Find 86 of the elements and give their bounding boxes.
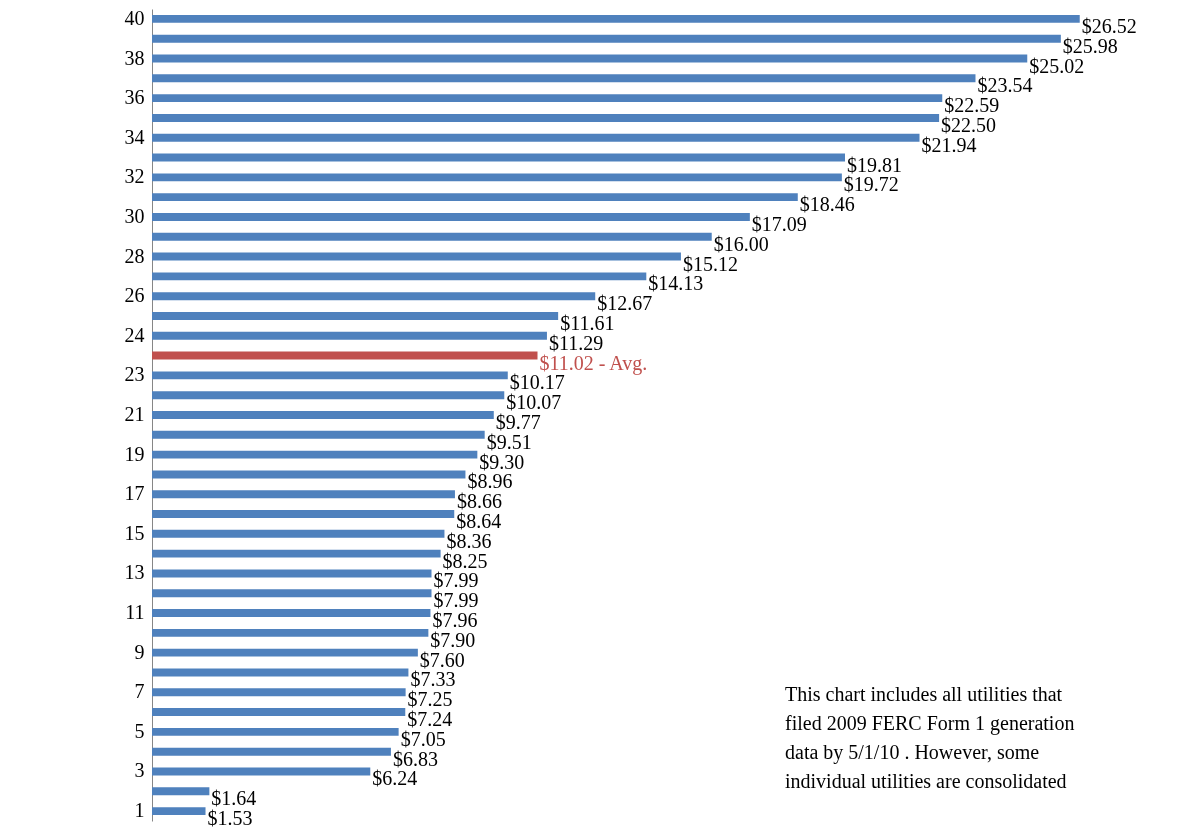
bar	[152, 747, 391, 756]
bar	[152, 212, 750, 221]
y-tick-label: 21	[124, 403, 145, 425]
bar	[152, 14, 1080, 23]
bar	[152, 94, 943, 103]
data-label: $7.99	[433, 569, 479, 592]
data-label: $10.07	[506, 391, 562, 414]
data-label: $25.98	[1062, 34, 1118, 57]
data-label: $6.24	[372, 767, 418, 790]
data-label: $23.54	[977, 74, 1033, 97]
y-tick-label: 28	[124, 244, 145, 267]
bar	[152, 688, 406, 697]
bar	[152, 628, 429, 637]
y-tick-label: 13	[124, 561, 145, 584]
data-label: $6.83	[392, 747, 438, 770]
y-tick-label: 11	[125, 601, 145, 624]
bar	[152, 173, 842, 182]
data-label: $7.60	[419, 648, 465, 671]
bar	[152, 292, 596, 301]
bar	[152, 807, 206, 816]
data-label: $19.81	[847, 153, 902, 176]
bar	[152, 648, 418, 657]
y-tick-label: 9	[134, 640, 145, 663]
data-label: $15.12	[682, 252, 738, 275]
y-tick-label: 36	[124, 86, 145, 109]
y-tick-label: 26	[124, 284, 145, 307]
bar	[152, 252, 681, 261]
bar	[152, 529, 445, 538]
y-tick-label: 30	[124, 204, 145, 227]
data-label: $26.52	[1081, 14, 1137, 37]
data-label: $19.72	[843, 173, 899, 196]
data-label: $7.25	[407, 688, 453, 711]
data-label: $7.33	[410, 668, 456, 691]
data-label: $11.29	[548, 331, 604, 354]
bar	[152, 113, 940, 122]
bar	[152, 312, 559, 320]
bar	[152, 490, 455, 499]
y-tick-label: 19	[124, 442, 145, 465]
data-label: $14.13	[648, 272, 704, 295]
data-label: $16.00	[713, 232, 769, 255]
y-tick-label: 23	[124, 363, 145, 386]
bar	[152, 549, 441, 558]
data-label: $7.99	[433, 589, 479, 612]
data-label: $25.02	[1029, 54, 1085, 77]
bar	[152, 34, 1061, 43]
y-tick-label: 32	[124, 165, 145, 188]
bar	[152, 331, 547, 340]
y-tick-label: 15	[124, 521, 145, 544]
bar	[152, 232, 712, 241]
data-label: $8.96	[467, 470, 513, 493]
bar	[152, 74, 976, 83]
bar	[152, 411, 494, 419]
bar	[152, 133, 920, 142]
data-label: $1.64	[211, 787, 257, 810]
y-tick-label: 5	[134, 719, 145, 742]
bar	[152, 272, 647, 281]
bar	[152, 787, 210, 796]
y-tick-label: 40	[124, 6, 145, 29]
data-label: $8.25	[442, 549, 488, 572]
bar	[152, 430, 485, 439]
data-label: $9.51	[486, 430, 532, 453]
data-label: $21.94	[921, 133, 977, 156]
y-tick-label: 17	[124, 482, 145, 505]
data-label: $8.66	[456, 490, 502, 513]
bar	[152, 589, 432, 598]
y-tick-label: 24	[124, 323, 145, 346]
bar	[152, 391, 505, 400]
annotation: This chart includes all utilities that filed 2009 FERC Form 1 generation data by 5/1/10 . However, some individual utilities are consolidated	[785, 683, 1075, 792]
y-tick-label: 38	[124, 46, 145, 69]
bar	[152, 193, 798, 202]
bar	[152, 510, 455, 518]
data-label: $9.30	[479, 450, 525, 473]
bar	[152, 351, 538, 360]
y-tick-label: 7	[134, 680, 145, 703]
y-tick-label: 34	[124, 125, 145, 148]
bar	[152, 569, 432, 578]
bar	[152, 609, 431, 618]
y-tick-label: 1	[134, 799, 145, 822]
bar	[152, 450, 478, 459]
data-label: $9.77	[495, 411, 541, 433]
y-tick-label: 3	[134, 759, 145, 782]
bar	[152, 727, 399, 736]
bar	[152, 470, 466, 479]
bar	[152, 371, 508, 380]
data-label: $1.53	[207, 807, 253, 827]
bar	[152, 708, 406, 717]
